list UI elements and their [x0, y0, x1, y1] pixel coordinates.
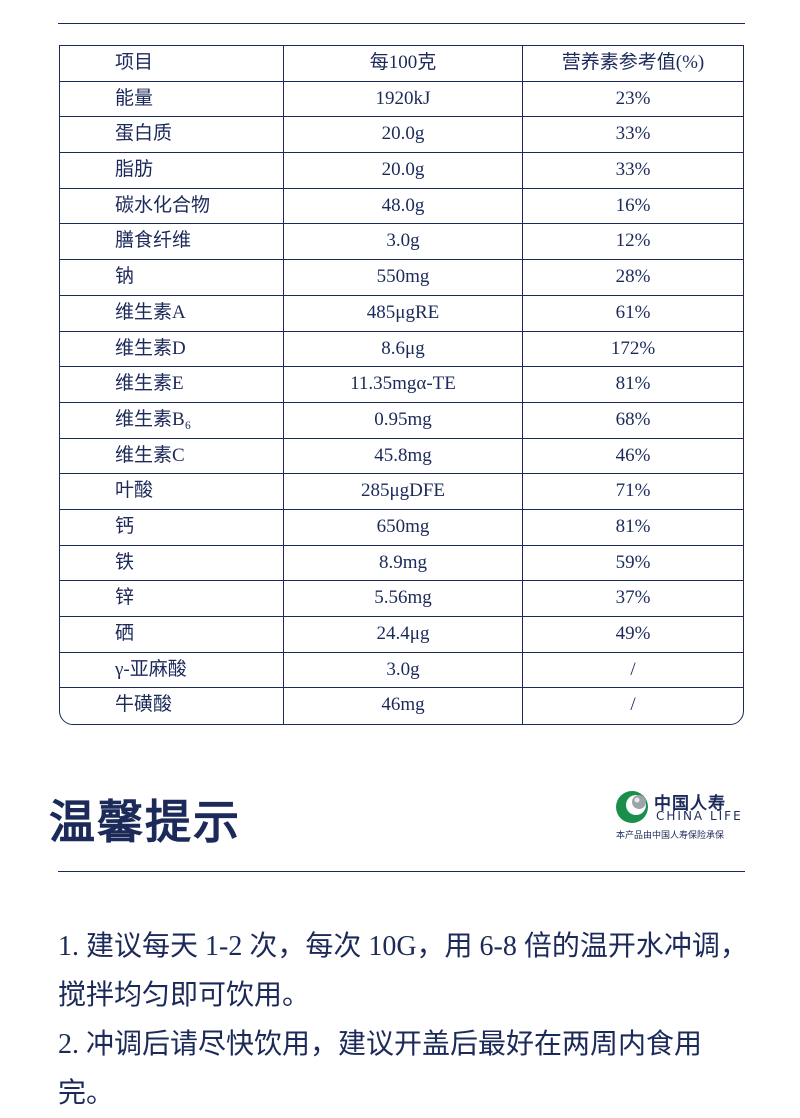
- amount-cell: 8.9mg: [284, 545, 523, 581]
- nrv-percent-cell: 37%: [615, 587, 651, 609]
- table-row: γ-亚麻酸 3.0g /: [60, 652, 743, 689]
- section-title: 温馨提示: [49, 795, 241, 849]
- nrv-percent-cell: 172%: [610, 337, 656, 359]
- table-row: 叶酸 285μgDFE 71%: [60, 474, 743, 510]
- amount-cell: 20.0g: [284, 117, 523, 153]
- nrv-percent-cell: 68%: [615, 408, 651, 430]
- nrv-percent-cell: 12%: [615, 230, 651, 252]
- nrv-percent-cell: 33%: [615, 123, 651, 145]
- nrv-percent-cell: 59%: [615, 551, 651, 573]
- amount-cell: 45.8mg: [284, 438, 523, 474]
- top-divider: [58, 23, 745, 24]
- table-row: 锌 5.56mg 37%: [60, 581, 743, 617]
- nutrient-name-cell: 钠: [60, 260, 284, 295]
- table-row: 铁 8.9mg 59%: [60, 545, 743, 582]
- nrv-percent-cell: 71%: [615, 480, 651, 502]
- china-life-logo: 中国人寿 CHINA LIFE 本产品由中国人寿保险承保: [612, 787, 748, 843]
- table-row: 维生素D 8.6μg 172%: [60, 331, 743, 368]
- nutrient-name-cell: 维生素E: [60, 367, 284, 402]
- nrv-percent-cell: 49%: [615, 623, 651, 644]
- table-row: 维生素A 485μgRE 61%: [60, 295, 743, 332]
- amount-cell: 0.95mg: [284, 402, 523, 438]
- table-row: 牛磺酸 46mg /: [60, 688, 743, 725]
- table-row: 蛋白质 20.0g 33%: [60, 117, 743, 154]
- nrv-percent-cell: /: [630, 694, 636, 716]
- nrv-percent-cell: 81%: [615, 373, 651, 395]
- table-row: 维生素E 11.35mgα-TE 81%: [60, 367, 743, 403]
- amount-cell: 24.4μg: [284, 617, 523, 652]
- nrv-percent-cell: 23%: [615, 87, 651, 109]
- table-body: 能量 1920kJ 23% 蛋白质 20.0g 33% 脂肪 20.0g 33% 碳水化合物 48.…: [60, 81, 743, 725]
- amount-cell: 285μgDFE: [284, 474, 523, 509]
- brand-name-en: CHINA LIFE: [656, 809, 743, 823]
- table-row: 碳水化合物 48.0g 16%: [60, 188, 743, 225]
- nutrient-name-cell: 铁: [60, 545, 284, 581]
- tip-item: 1. 建议每天 1-2 次，每次 10G，用 6-8 倍的温开水冲调，搅拌均匀即…: [58, 931, 748, 1011]
- nutrient-name-cell: γ-亚麻酸: [60, 652, 284, 688]
- nrv-percent-cell: 16%: [615, 194, 651, 216]
- nrv-percent-cell: 28%: [615, 266, 651, 288]
- amount-cell: 3.0g: [284, 224, 523, 260]
- table-row: 钙 650mg 81%: [60, 509, 743, 546]
- nutrient-name-cell: 维生素A: [60, 295, 284, 331]
- table-row: 硒 24.4μg 49%: [60, 617, 743, 653]
- header-per-100g: 每100克: [284, 46, 523, 81]
- nutrient-name-cell: 维生素C: [60, 438, 284, 474]
- nutrition-table: 项目 每100克 营养素参考值(%) 能量 1920kJ 23% 蛋白质 20.0g 33…: [59, 45, 744, 726]
- header-nrv: 营养素参考值(%): [561, 52, 705, 73]
- nutrient-name-cell: 能量: [60, 81, 284, 117]
- nrv-percent-cell: 81%: [615, 515, 651, 537]
- nutrient-name-cell: 牛磺酸: [60, 688, 284, 725]
- amount-cell: 48.0g: [284, 188, 523, 224]
- amount-cell: 5.56mg: [284, 581, 523, 616]
- nutrient-name-cell: 硒: [60, 617, 284, 652]
- amount-cell: 20.0g: [284, 153, 523, 188]
- amount-cell: 3.0g: [284, 652, 523, 688]
- amount-cell: 485μgRE: [284, 295, 523, 331]
- amount-cell: 11.35mgα-TE: [284, 367, 523, 402]
- brand-note: 本产品由中国人寿保险承保: [616, 831, 725, 841]
- nutrient-name-cell: 维生素B₆: [60, 402, 284, 438]
- nutrient-name-cell: 蛋白质: [60, 117, 284, 153]
- nutrient-name-cell: 钙: [60, 509, 284, 545]
- header-item: 项目: [60, 46, 284, 81]
- nrv-percent-cell: /: [630, 658, 636, 680]
- amount-cell: 650mg: [284, 509, 523, 545]
- nutrient-name-cell: 维生素D: [60, 331, 284, 367]
- table-header-row: 项目 每100克 营养素参考值(%): [60, 46, 743, 82]
- nutrient-name-cell: 脂肪: [60, 153, 284, 188]
- amount-cell: 46mg: [284, 688, 523, 725]
- tip-item: 2. 冲调后请尽快饮用，建议开盖后最好在两周内食用完。: [58, 1029, 703, 1109]
- nutrient-name-cell: 碳水化合物: [60, 188, 284, 224]
- nrv-percent-cell: 33%: [615, 159, 651, 181]
- amount-cell: 550mg: [284, 260, 523, 295]
- amount-cell: 1920kJ: [284, 81, 523, 117]
- section-divider: [58, 871, 745, 872]
- nrv-percent-cell: 46%: [615, 444, 651, 466]
- tips-list: 1. 建议每天 1-2 次，每次 10G，用 6-8 倍的温开水冲调，搅拌均匀即…: [58, 922, 748, 1118]
- table-row: 钠 550mg 28%: [60, 260, 743, 296]
- china-life-emblem-icon: [616, 791, 648, 823]
- table-row: 维生素B₆ 0.95mg 68%: [60, 402, 743, 439]
- table-row: 膳食纤维 3.0g 12%: [60, 224, 743, 261]
- brand-name-cn: 中国人寿: [654, 794, 726, 814]
- nrv-percent-cell: 61%: [615, 301, 651, 323]
- table-row: 维生素C 45.8mg 46%: [60, 438, 743, 475]
- nutrient-name-cell: 膳食纤维: [60, 224, 284, 260]
- table-row: 能量 1920kJ 23%: [60, 81, 743, 118]
- table-row: 脂肪 20.0g 33%: [60, 153, 743, 189]
- nutrient-name-cell: 叶酸: [60, 474, 284, 509]
- nutrient-name-cell: 锌: [60, 581, 284, 616]
- amount-cell: 8.6μg: [284, 331, 523, 367]
